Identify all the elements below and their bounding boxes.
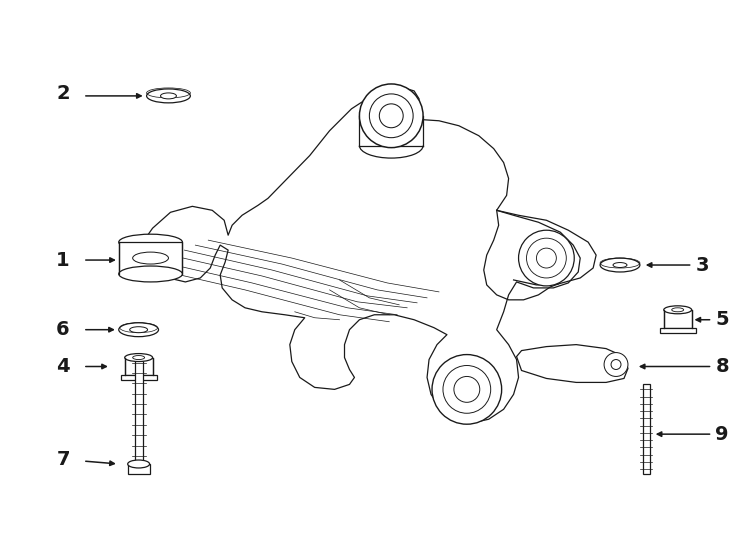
Ellipse shape (125, 354, 153, 361)
Bar (128, 464, 150, 474)
Bar (134, 355, 142, 464)
Bar (664, 310, 691, 328)
Ellipse shape (133, 355, 145, 360)
Circle shape (604, 353, 628, 376)
Ellipse shape (613, 262, 627, 267)
Ellipse shape (128, 460, 150, 468)
Bar (660, 328, 696, 333)
Circle shape (518, 230, 574, 286)
Bar (125, 357, 153, 375)
Ellipse shape (147, 89, 190, 103)
Ellipse shape (130, 327, 148, 333)
Ellipse shape (119, 323, 159, 336)
Text: 6: 6 (57, 320, 70, 339)
Text: 1: 1 (57, 251, 70, 269)
Ellipse shape (672, 308, 683, 312)
Text: 3: 3 (696, 255, 709, 274)
Text: 5: 5 (716, 310, 729, 329)
Ellipse shape (119, 234, 182, 250)
Ellipse shape (600, 258, 640, 272)
Ellipse shape (161, 93, 176, 99)
Ellipse shape (119, 266, 182, 282)
Bar (119, 242, 182, 274)
Ellipse shape (133, 252, 169, 264)
Text: 7: 7 (57, 449, 70, 469)
Bar (120, 375, 156, 380)
Ellipse shape (664, 306, 691, 314)
Circle shape (432, 355, 501, 424)
Text: 9: 9 (716, 424, 729, 444)
Text: 8: 8 (716, 357, 729, 376)
Circle shape (360, 84, 423, 147)
Polygon shape (517, 345, 628, 382)
Bar (643, 384, 650, 474)
Text: 4: 4 (57, 357, 70, 376)
Text: 2: 2 (57, 84, 70, 104)
